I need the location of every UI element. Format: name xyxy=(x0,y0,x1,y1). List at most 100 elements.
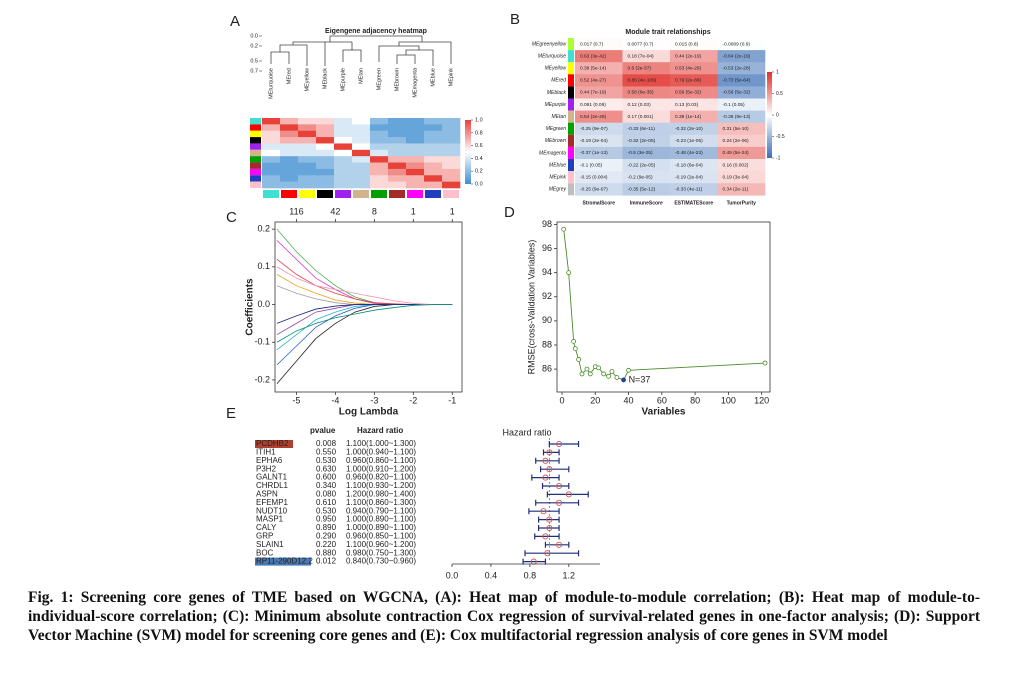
dendrogram xyxy=(270,35,452,66)
colorbar xyxy=(465,120,471,184)
gene-label: P3H2 xyxy=(256,464,277,473)
heatmap-cell xyxy=(298,118,317,125)
cell-label: -0.1 (0.05) xyxy=(580,162,603,168)
heatmap-cell xyxy=(622,62,671,75)
cell-label: 0.54 (2e-29) xyxy=(580,114,607,120)
cell-label: -0.33 (6e-11) xyxy=(628,126,656,132)
heatmap-cell xyxy=(622,146,671,160)
heatmap-cell xyxy=(352,162,371,170)
confidence-interval xyxy=(531,474,560,481)
leaf-label: MEblue xyxy=(430,68,436,87)
top-tick-label: 42 xyxy=(330,206,340,216)
heatmap-cell xyxy=(280,137,299,144)
cell-label: -0.73 (5e-64) xyxy=(723,78,751,84)
hazard-ratio-point xyxy=(556,482,563,490)
module-color xyxy=(263,190,279,198)
heatmap-cell xyxy=(622,171,671,184)
pvalue: 0.880 xyxy=(316,548,337,557)
hr-label: 1.000(0.890~1.100) xyxy=(346,515,416,524)
cell-label: -0.32 (2e-05) xyxy=(628,138,656,144)
row-label: MEgreenyellow xyxy=(532,41,567,47)
heatmap-cell xyxy=(370,118,389,125)
cell-label: 0.13 (0.03) xyxy=(675,102,699,108)
heatmap-cell xyxy=(370,162,389,170)
y-tick-label: 92 xyxy=(542,291,552,301)
heatmap-cell xyxy=(262,130,281,138)
cell-label: 0.17 (0.001) xyxy=(628,114,654,120)
heatmap-cell xyxy=(280,181,299,189)
hazard-ratio-point xyxy=(556,499,563,506)
heatmap-cell xyxy=(442,124,461,132)
cell-label: 0.18 (7e-04) xyxy=(628,53,655,59)
y-tick-label: 90 xyxy=(542,315,552,325)
cell-label: 0.79 (2e-68) xyxy=(675,78,702,84)
data-point xyxy=(762,360,768,366)
heatmap-cell xyxy=(388,156,407,163)
confidence-interval xyxy=(544,541,570,548)
hr-label: 1.100(0.930~1.200) xyxy=(346,481,416,490)
heatmap-cell xyxy=(424,143,443,151)
heatmap-cell xyxy=(670,38,718,51)
data-line xyxy=(276,304,453,324)
row-label: MEmagenta xyxy=(539,150,566,156)
leaf-label: MEbrown xyxy=(394,68,400,91)
heatmap-cell xyxy=(262,175,281,182)
pvalue: 0.340 xyxy=(316,481,337,490)
leaf-label: MEred xyxy=(286,68,292,84)
heatmap-cell xyxy=(262,118,281,125)
gene-label: PCDHB2 xyxy=(256,439,289,448)
heatmap-cell xyxy=(280,149,299,157)
pvalue: 0.290 xyxy=(316,532,337,541)
module-color xyxy=(407,190,423,198)
heatmap-cell xyxy=(370,137,389,144)
row-label: MEgreen xyxy=(546,126,567,132)
column-header: pvalue xyxy=(310,426,336,435)
heatmap-cell xyxy=(442,162,461,170)
heatmap-cell xyxy=(406,130,425,138)
module-color xyxy=(568,38,574,51)
x-tick-label: 1.2 xyxy=(563,570,576,580)
hr-label: 0.840(0.730~0.960) xyxy=(346,557,416,566)
module-color xyxy=(568,110,574,123)
module-color xyxy=(568,98,574,111)
heatmap-cell xyxy=(575,171,623,184)
heatmap-cell xyxy=(334,156,353,163)
heatmap-cell xyxy=(670,134,718,148)
heatmap-cell xyxy=(670,62,718,75)
module-color xyxy=(443,190,459,198)
module-color xyxy=(250,118,261,125)
hr-label: 1.100(0.960~1.200) xyxy=(346,540,416,549)
confidence-interval xyxy=(538,525,560,531)
panel-label: C xyxy=(226,209,237,226)
heatmap-cell xyxy=(352,130,371,138)
heatmap-cell xyxy=(575,159,623,172)
heatmap-cell xyxy=(388,124,407,132)
heatmap-cell xyxy=(352,168,371,176)
figure: A Eigengene adjacency heatmap MEturquoise M… xyxy=(226,11,785,580)
data-point xyxy=(601,371,606,377)
confidence-interval xyxy=(534,533,560,540)
annotation: N=37 xyxy=(629,374,651,384)
module-color xyxy=(568,159,574,172)
colorbar-tick-label: 0.4 xyxy=(475,156,483,162)
heatmap-cell xyxy=(388,130,407,138)
colorbar xyxy=(767,72,772,158)
heatmap-cell xyxy=(717,38,766,51)
cell-label: -0.37 (1e-13) xyxy=(580,150,608,156)
heatmap-cell xyxy=(424,124,443,132)
heatmap-cell xyxy=(575,86,623,99)
heatmap-cell xyxy=(406,162,425,170)
heatmap-cell xyxy=(280,168,299,176)
heatmap-cell xyxy=(388,149,407,157)
heatmap-cell xyxy=(717,98,766,111)
heatmap-cell xyxy=(670,122,718,136)
y-tick-label: -0.1 xyxy=(254,337,270,347)
cell-label: -0.23 (1e-05) xyxy=(675,138,703,144)
heatmap-cell xyxy=(575,134,623,148)
heatmap-cell xyxy=(262,181,281,189)
data-point xyxy=(621,377,626,383)
cell-label: 0.0077 (0.7) xyxy=(628,41,654,47)
hazard-ratio-point xyxy=(540,508,547,515)
module-color xyxy=(250,124,261,131)
